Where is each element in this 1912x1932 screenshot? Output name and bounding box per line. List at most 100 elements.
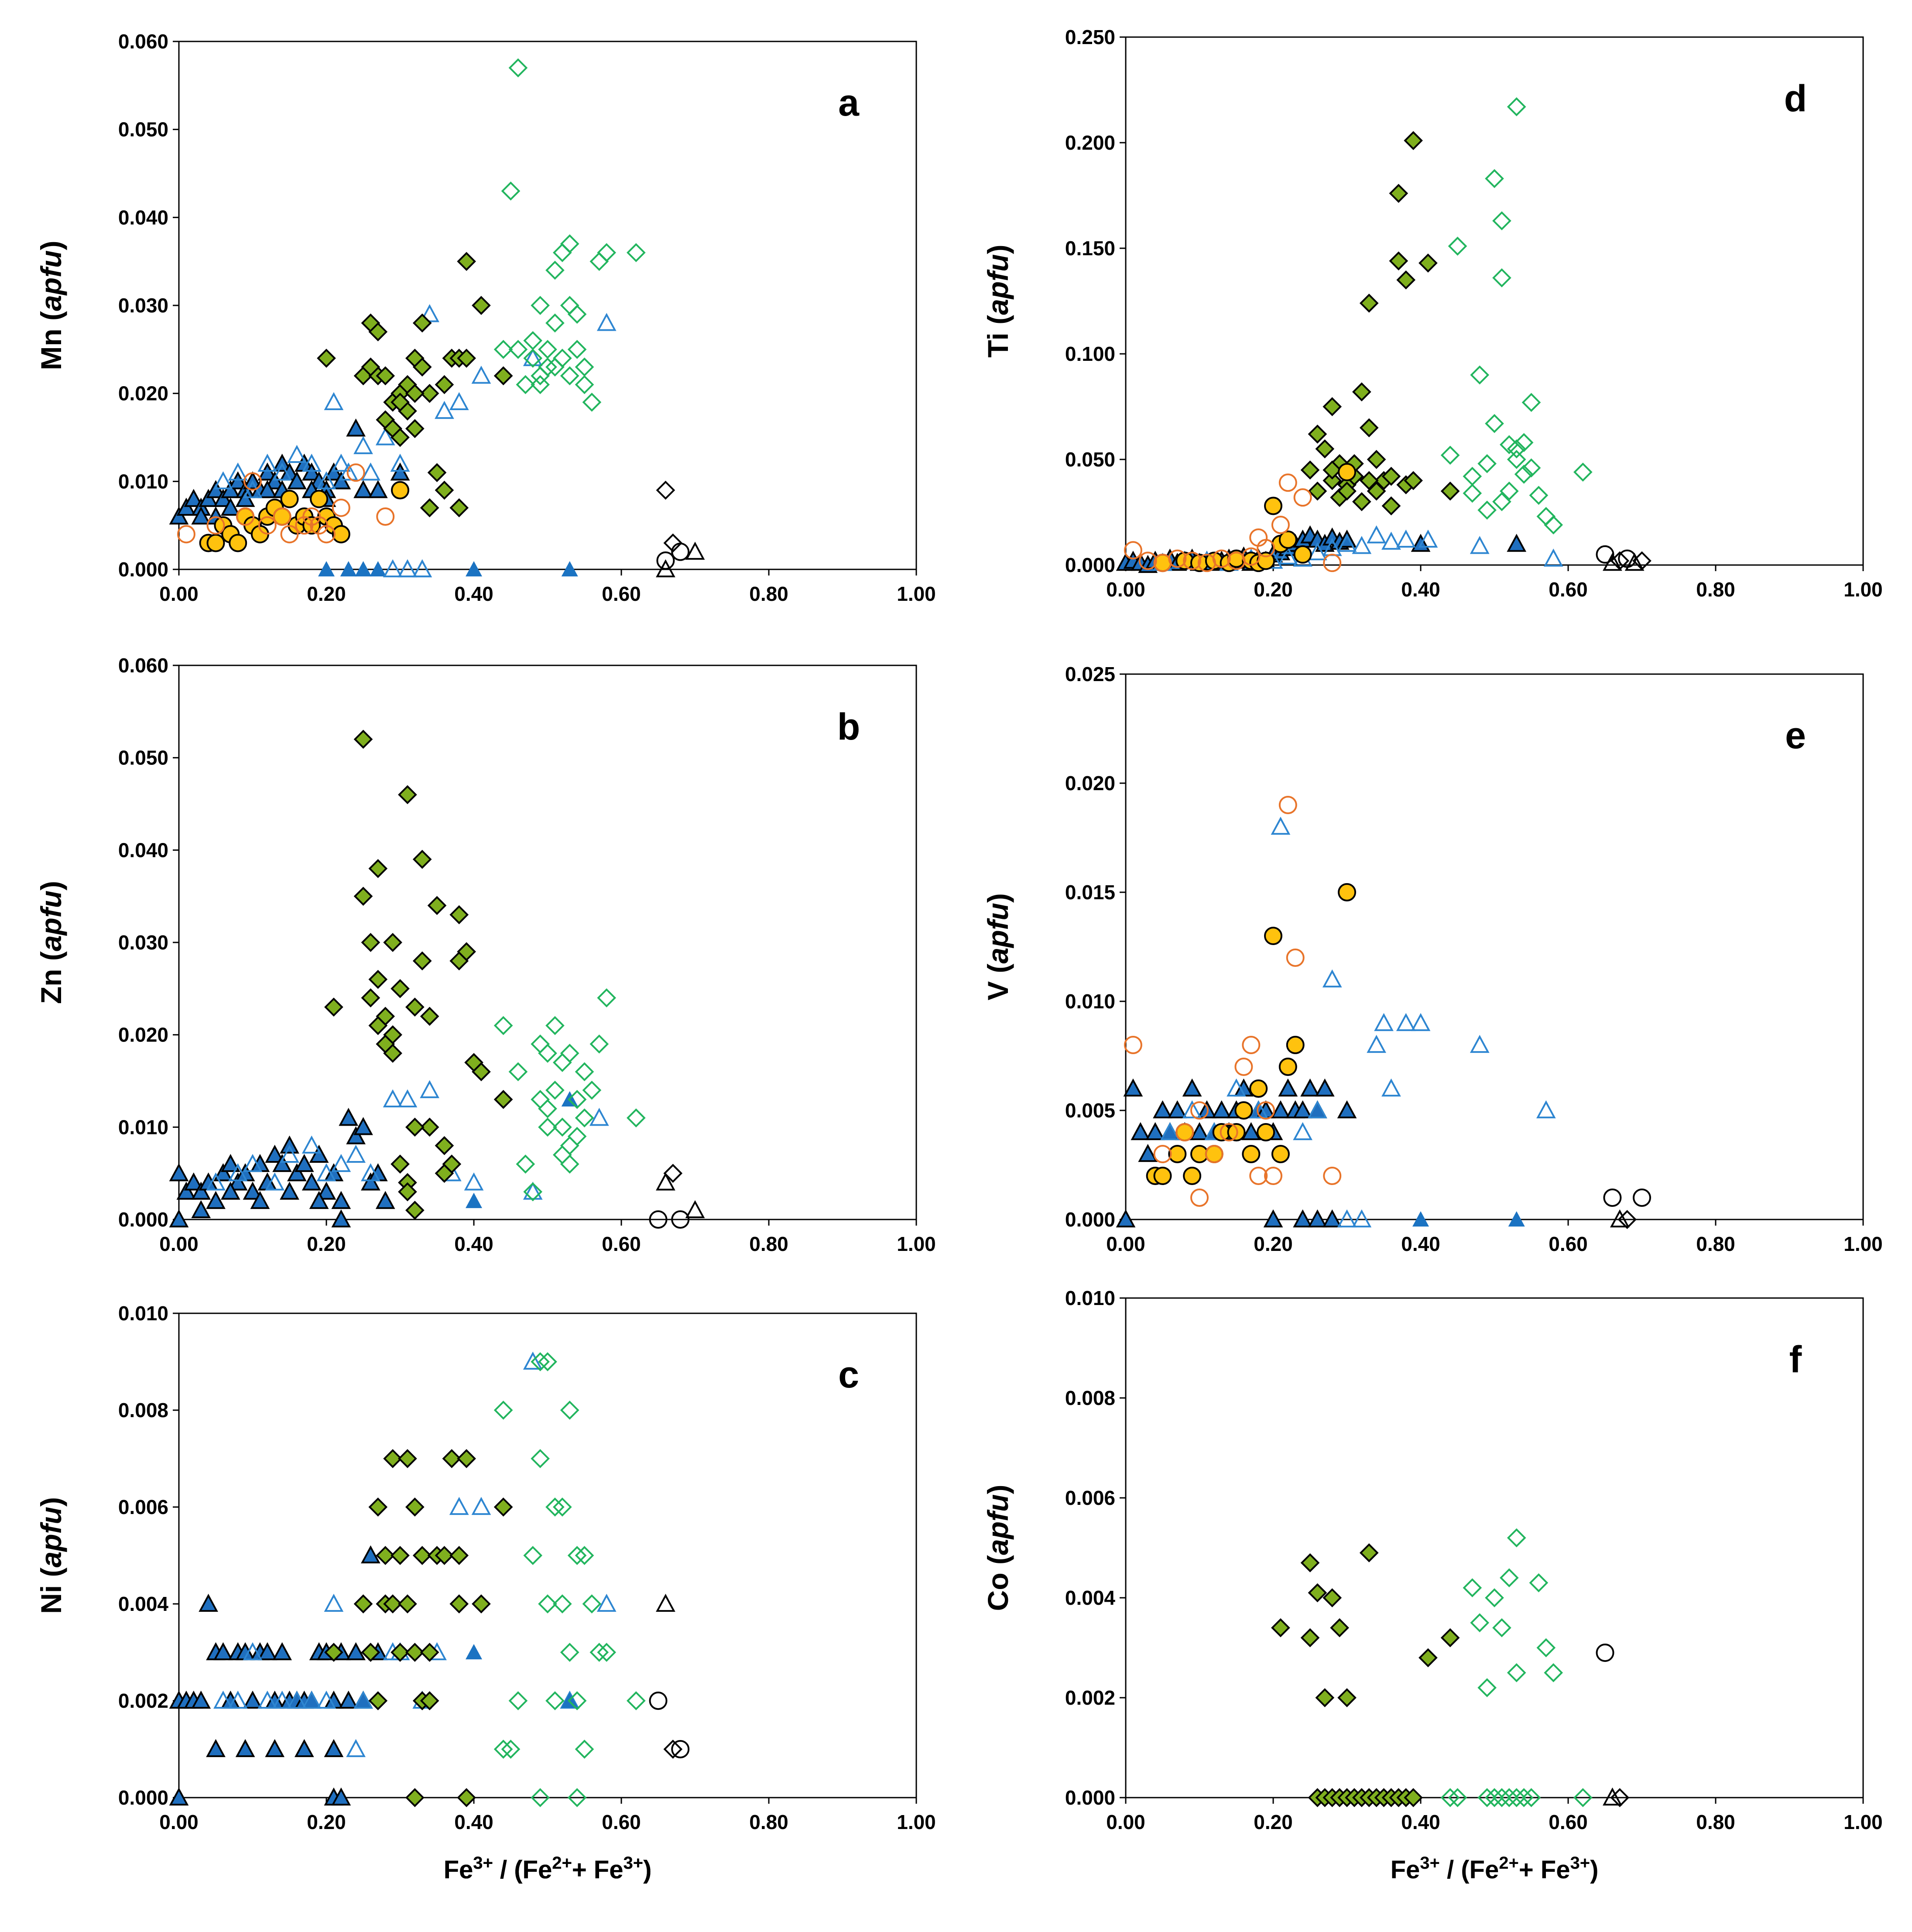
x-tick-label: 0.60 <box>1549 1233 1588 1255</box>
data-point-filled-diamond-olive <box>449 905 469 925</box>
data-point-open-circle-orange <box>1138 552 1157 570</box>
data-point-filled-diamond-olive <box>353 1594 373 1613</box>
data-point-filled-triangle-navy <box>213 1642 233 1661</box>
data-point-filled-triangle-navy <box>1293 1100 1312 1119</box>
data-point-open-diamond-green <box>575 357 594 377</box>
data-point-filled-triangle-navy <box>375 1191 395 1209</box>
data-point-open-triangle-blue <box>272 462 292 481</box>
data-point-open-triangle-blue <box>383 1089 403 1107</box>
data-point-filled-diamond-olive <box>1404 131 1423 150</box>
panel-letter: f <box>1789 1339 1802 1380</box>
data-point-open-diamond-green <box>552 1053 572 1072</box>
data-point-open-black <box>656 551 675 570</box>
data-point-filled-triangle-navy <box>294 1739 314 1757</box>
data-point-open-triangle-blue <box>1381 531 1401 550</box>
data-point-filled-triangle-blue-noedge <box>1508 1211 1525 1227</box>
data-point-open-diamond-green <box>1463 466 1482 486</box>
plot-frame <box>1125 36 1864 566</box>
data-point-open-triangle-blue <box>397 559 418 578</box>
data-point-filled-diamond-olive <box>391 393 410 412</box>
data-point-filled-diamond-olive <box>1308 1583 1327 1603</box>
data-point-open-diamond-green <box>1507 450 1526 469</box>
data-point-filled-diamond-olive <box>420 1643 439 1662</box>
y-axis-label: Zn (apfu) <box>35 881 67 1004</box>
data-point-filled-triangle-navy <box>309 1144 329 1163</box>
y-axis-element: Mn <box>35 329 67 370</box>
data-point-open-diamond-green <box>531 375 550 394</box>
x-tick-label: 0.00 <box>159 582 199 605</box>
y-axis-element: Ti <box>982 332 1014 357</box>
data-point-filled-triangle-navy <box>191 1690 211 1709</box>
data-point-filled-diamond-olive <box>435 1136 454 1155</box>
data-point-open-diamond-green <box>560 296 579 315</box>
x-tick-label: 0.80 <box>749 1233 788 1255</box>
y-tick-label: 0.050 <box>1065 448 1115 471</box>
data-point-filled-diamond-olive <box>420 1691 439 1710</box>
data-point-open-diamond-green <box>1514 465 1534 484</box>
data-point-open-diamond-green <box>538 1099 557 1118</box>
data-point-filled-triangle-navy <box>257 462 278 481</box>
data-point-open-diamond-green <box>1536 507 1556 526</box>
data-point-open-diamond-green <box>523 1546 543 1565</box>
data-point-filled-diamond-olive <box>412 313 432 333</box>
data-point-open-black <box>649 1210 668 1229</box>
data-point-open-diamond-green <box>575 1740 594 1759</box>
data-point-open-triangle-blue <box>243 480 263 498</box>
data-point-open-diamond-green <box>1440 445 1460 465</box>
y-tick-label: 0.060 <box>118 654 168 677</box>
x-tick-label: 0.80 <box>749 582 788 605</box>
data-point-filled-triangle-navy <box>213 1163 233 1182</box>
data-point-filled-triangle-navy <box>1293 1209 1312 1228</box>
data-point-open-diamond-green <box>1507 1663 1526 1682</box>
y-axis-unit: apfu <box>982 903 1014 963</box>
data-point-open-circle-orange <box>1190 1189 1209 1207</box>
data-point-open-triangle-blue <box>383 559 403 578</box>
data-point-filled-circle-gold <box>1234 1101 1253 1120</box>
data-point-open-triangle-blue <box>1418 529 1438 548</box>
data-point-filled-triangle-navy <box>331 1191 351 1209</box>
data-point-filled-circle-gold <box>1278 1058 1297 1076</box>
data-point-filled-diamond-olive <box>361 933 380 952</box>
data-point-open-circle-orange <box>243 472 262 491</box>
y-tick-label: 0.015 <box>1065 881 1115 904</box>
data-point-open-triangle-blue <box>1160 1122 1180 1141</box>
data-point-open-triangle-blue <box>1352 536 1372 554</box>
data-point-open-diamond-green <box>493 1016 513 1035</box>
data-point-open-triangle-blue <box>1293 1122 1312 1141</box>
data-point-open-diamond-green <box>545 313 565 333</box>
data-point-filled-diamond-olive <box>435 1164 454 1183</box>
data-point-open-circle-orange <box>1124 1036 1142 1054</box>
data-point-open-triangle-blue <box>596 313 617 331</box>
data-point-filled-triangle-navy <box>390 462 410 481</box>
x-tick-label: 0.40 <box>454 1811 493 1833</box>
x-tick-label: 0.40 <box>454 582 493 605</box>
x-tick-label: 0.80 <box>1696 578 1735 601</box>
data-point-open-triangle-blue <box>361 462 380 481</box>
data-point-open-triangle-blue <box>1322 969 1342 988</box>
data-point-open-triangle-blue <box>331 1154 351 1172</box>
data-point-open-triangle-blue <box>206 1172 226 1191</box>
x-tick-label: 0.60 <box>602 582 641 605</box>
data-point-filled-triangle-navy <box>250 1191 270 1209</box>
data-point-filled-triangle-blue-noedge <box>561 561 578 577</box>
data-point-filled-triangle-navy <box>265 471 285 490</box>
data-point-open-diamond-green <box>531 1035 550 1054</box>
data-point-open-triangle-blue <box>302 453 322 472</box>
data-point-open-diamond-green <box>538 340 557 359</box>
data-point-open-circle-orange <box>1190 1101 1209 1120</box>
data-point-open-diamond-green <box>560 366 579 386</box>
data-point-open-diamond-green <box>531 1090 550 1109</box>
data-point-filled-diamond-olive <box>457 349 476 368</box>
data-point-filled-triangle-navy <box>1167 1100 1187 1119</box>
data-point-open-triangle-blue <box>302 1135 322 1154</box>
x-tick-label: 0.20 <box>307 1233 346 1255</box>
data-point-filled-triangle-navy <box>206 1739 226 1757</box>
data-point-open-diamond-green <box>626 1108 646 1127</box>
data-point-open-diamond-green <box>508 1691 528 1710</box>
data-point-open-black <box>1610 551 1630 571</box>
data-point-filled-diamond-olive <box>405 1643 425 1662</box>
data-point-filled-diamond-olive <box>449 1546 469 1565</box>
data-point-filled-triangle-navy <box>1138 1144 1158 1162</box>
data-point-filled-circle-gold <box>1153 1167 1172 1185</box>
data-point-open-circle-orange <box>1278 473 1297 492</box>
